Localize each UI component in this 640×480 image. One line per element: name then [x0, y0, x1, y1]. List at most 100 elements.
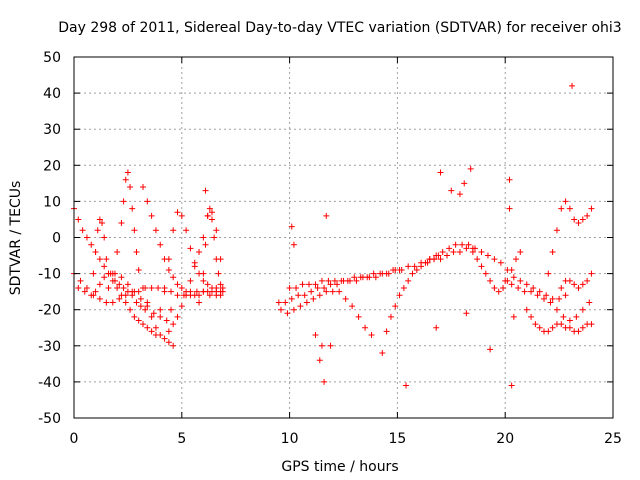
data-point: [323, 288, 330, 295]
data-point: [439, 248, 446, 255]
series-track-d: [90, 216, 149, 313]
data-point: [88, 292, 95, 299]
data-point: [109, 270, 116, 277]
data-point: [530, 285, 537, 292]
data-point: [327, 281, 334, 288]
data-point: [83, 234, 90, 241]
data-point: [96, 295, 103, 302]
data-point: [116, 295, 123, 302]
data-point: [129, 292, 136, 299]
data-point: [152, 324, 159, 331]
data-point: [155, 285, 162, 292]
data-point: [213, 256, 220, 263]
data-point: [139, 183, 146, 190]
data-point: [383, 270, 390, 277]
series-track-o: [469, 248, 524, 295]
series-track-p: [502, 277, 593, 324]
data-point: [321, 378, 328, 385]
data-point: [103, 256, 110, 263]
data-point: [208, 216, 215, 223]
series-track-r: [545, 198, 595, 277]
data-point: [165, 339, 172, 346]
data-point: [297, 303, 304, 310]
grid: [74, 57, 613, 418]
data-point: [142, 306, 149, 313]
data-point: [148, 328, 155, 335]
data-point: [379, 350, 386, 357]
data-point: [521, 288, 528, 295]
data-point: [433, 324, 440, 331]
data-point: [288, 295, 295, 302]
data-point: [558, 205, 565, 212]
data-point: [312, 331, 319, 338]
data-point: [575, 285, 582, 292]
data-point: [103, 299, 110, 306]
data-point: [426, 256, 433, 263]
data-point: [96, 216, 103, 223]
data-point: [139, 321, 146, 328]
data-point: [558, 321, 565, 328]
data-point: [129, 205, 136, 212]
data-point: [204, 281, 211, 288]
data-point: [506, 205, 513, 212]
data-point: [148, 313, 155, 320]
y-tick-label: -30: [38, 339, 61, 355]
data-point: [200, 270, 207, 277]
data-point: [560, 313, 567, 320]
y-tick-label: 20: [43, 158, 61, 174]
data-point: [500, 285, 507, 292]
data-point: [211, 234, 218, 241]
data-point: [200, 234, 207, 241]
data-point: [196, 299, 203, 306]
data-point: [75, 216, 82, 223]
data-point: [571, 281, 578, 288]
data-point: [191, 263, 198, 270]
data-point: [556, 295, 563, 302]
data-point: [122, 299, 129, 306]
data-point: [116, 281, 123, 288]
data-point: [101, 274, 108, 281]
data-point: [545, 270, 552, 277]
data-point: [390, 266, 397, 273]
data-point: [422, 259, 429, 266]
data-point: [474, 256, 481, 263]
data-point: [411, 263, 418, 270]
data-point: [413, 266, 420, 273]
data-point: [362, 324, 369, 331]
data-point: [277, 306, 284, 313]
x-tick-label: 5: [177, 431, 186, 447]
data-point: [588, 321, 595, 328]
data-point: [368, 331, 375, 338]
y-tick-label: 0: [52, 231, 61, 247]
data-point: [135, 317, 142, 324]
data-point: [450, 248, 457, 255]
data-point: [532, 321, 539, 328]
series-track-b: [71, 270, 226, 306]
data-point: [584, 277, 591, 284]
data-point: [528, 288, 535, 295]
data-point: [157, 331, 164, 338]
data-point: [202, 187, 209, 194]
data-point: [506, 176, 513, 183]
data-point: [383, 328, 390, 335]
data-point: [306, 281, 313, 288]
data-point: [174, 281, 181, 288]
series-track-k: [277, 288, 375, 338]
data-point: [196, 248, 203, 255]
data-point: [318, 277, 325, 284]
data-point: [566, 205, 573, 212]
data-point: [131, 227, 138, 234]
data-point: [206, 292, 213, 299]
data-point: [437, 169, 444, 176]
data-point: [338, 277, 345, 284]
data-point: [327, 342, 334, 349]
x-tick-label: 0: [70, 431, 79, 447]
data-point: [114, 285, 121, 292]
data-point: [165, 266, 172, 273]
data-point: [534, 292, 541, 299]
y-tick-label: 50: [43, 50, 61, 66]
data-point: [584, 212, 591, 219]
series-track-c: [75, 270, 170, 324]
data-point: [549, 324, 556, 331]
data-point: [196, 292, 203, 299]
